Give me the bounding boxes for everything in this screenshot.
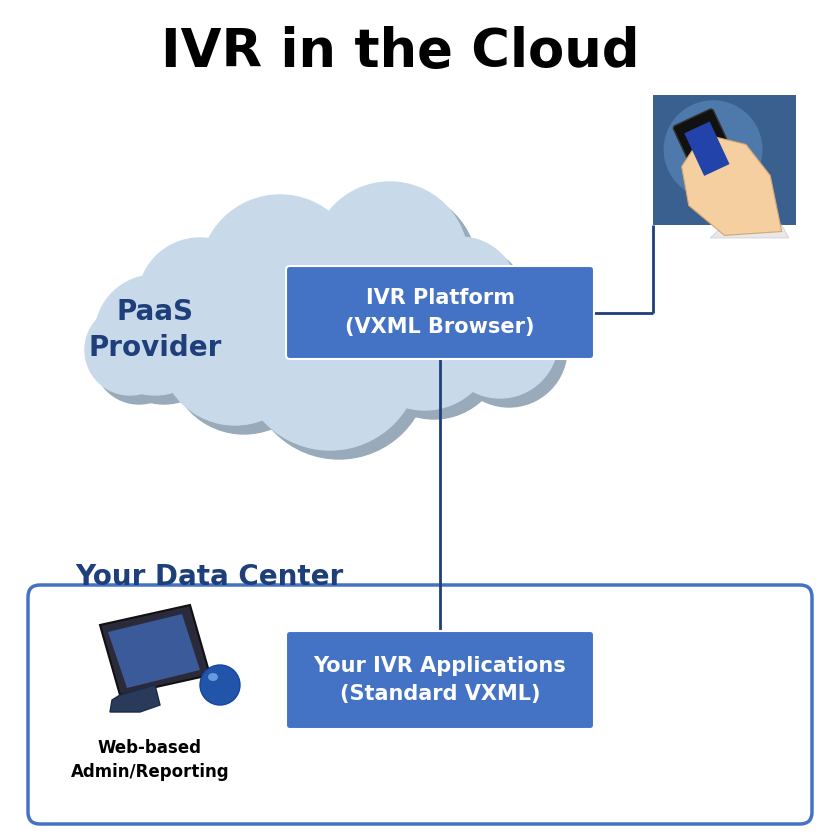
Text: Your IVR Applications
(Standard VXML): Your IVR Applications (Standard VXML)	[313, 656, 566, 704]
Ellipse shape	[208, 673, 218, 681]
Circle shape	[240, 270, 420, 450]
Polygon shape	[710, 225, 789, 238]
Circle shape	[104, 284, 224, 404]
FancyBboxPatch shape	[685, 122, 729, 176]
Text: IVR Platform
(VXML Browser): IVR Platform (VXML Browser)	[345, 289, 535, 336]
Text: PaaS
Provider: PaaS Provider	[88, 298, 222, 362]
Circle shape	[94, 314, 184, 404]
Polygon shape	[110, 685, 160, 712]
Circle shape	[200, 195, 360, 355]
Polygon shape	[100, 605, 210, 695]
Circle shape	[451, 291, 567, 407]
Text: Your Data Center: Your Data Center	[75, 563, 344, 591]
FancyBboxPatch shape	[674, 109, 742, 190]
Circle shape	[355, 270, 495, 410]
Text: Web-based
Admin/Reporting: Web-based Admin/Reporting	[71, 739, 229, 781]
Circle shape	[138, 238, 262, 362]
FancyBboxPatch shape	[286, 631, 594, 729]
Circle shape	[160, 275, 310, 425]
Circle shape	[364, 279, 504, 419]
FancyBboxPatch shape	[653, 95, 796, 225]
Circle shape	[411, 246, 527, 362]
Polygon shape	[681, 134, 782, 236]
Circle shape	[85, 305, 175, 395]
FancyBboxPatch shape	[28, 585, 812, 824]
FancyBboxPatch shape	[286, 266, 594, 359]
Circle shape	[95, 275, 215, 395]
Circle shape	[442, 282, 558, 398]
Circle shape	[169, 284, 319, 434]
Circle shape	[402, 237, 518, 353]
Circle shape	[209, 204, 369, 364]
Circle shape	[249, 279, 429, 459]
Circle shape	[312, 182, 468, 338]
Circle shape	[200, 665, 240, 705]
Text: IVR in the Cloud: IVR in the Cloud	[160, 26, 639, 78]
Circle shape	[147, 247, 271, 371]
Polygon shape	[108, 614, 200, 688]
Circle shape	[321, 191, 477, 347]
Circle shape	[664, 100, 763, 199]
